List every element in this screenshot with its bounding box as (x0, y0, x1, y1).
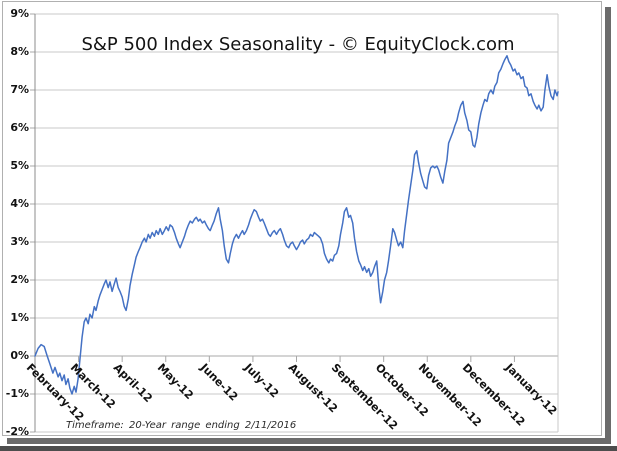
y-axis-label-6pct: 6% (10, 121, 29, 134)
seasonality-data-line (34, 55, 559, 395)
y-axis-label-1pct: 1% (10, 311, 29, 324)
y-axis-label-5pct: 5% (10, 159, 29, 172)
y-axis-label--1pct: -1% (5, 387, 29, 400)
y-axis-label-0pct: 0% (10, 349, 29, 362)
chart-image-frame (2, 1, 602, 436)
y-axis-label--2pct: -2% (5, 425, 29, 438)
y-axis-label-7pct: 7% (10, 83, 29, 96)
image-drop-shadow-bottom (7, 438, 611, 444)
page-bottom-divider (0, 446, 617, 451)
y-axis-label-4pct: 4% (10, 197, 29, 210)
timeframe-footnote: Timeframe: 20-Year range ending 2/11/201… (66, 420, 297, 431)
y-axis-label-8pct: 8% (10, 45, 29, 58)
y-axis-label-9pct: 9% (10, 7, 29, 20)
chart-title: S&P 500 Index Seasonality - © EquityCloc… (81, 34, 515, 55)
y-axis-label-2pct: 2% (10, 273, 29, 286)
y-axis-label-3pct: 3% (10, 235, 29, 248)
image-drop-shadow-right (605, 7, 611, 444)
